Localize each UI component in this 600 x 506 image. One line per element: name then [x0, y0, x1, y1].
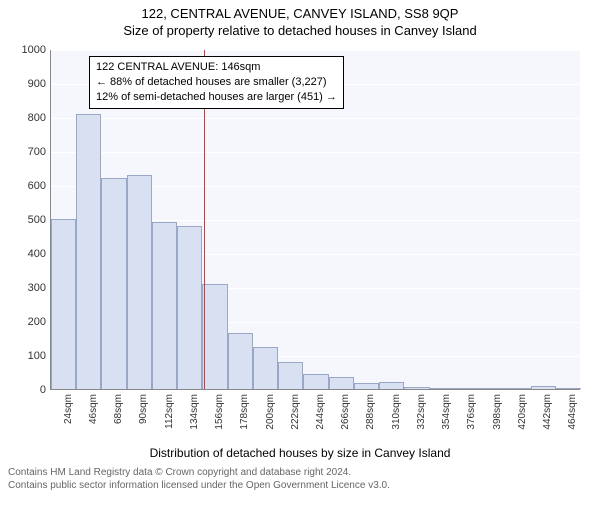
x-tick: 266sqm — [340, 394, 351, 444]
x-tick: 464sqm — [567, 394, 578, 444]
address-title: 122, CENTRAL AVENUE, CANVEY ISLAND, SS8 … — [0, 6, 600, 21]
y-tick: 200 — [0, 316, 46, 328]
y-tick: 400 — [0, 248, 46, 260]
histogram-bar — [531, 386, 556, 389]
x-tick: 24sqm — [63, 394, 74, 444]
x-tick: 354sqm — [441, 394, 452, 444]
histogram-bar — [505, 388, 530, 389]
annotation-box: 122 CENTRAL AVENUE: 146sqm← 88% of detac… — [89, 56, 344, 109]
histogram-bar — [329, 377, 354, 389]
histogram-bar — [404, 387, 429, 389]
y-tick: 800 — [0, 112, 46, 124]
y-tick: 500 — [0, 214, 46, 226]
gridline — [51, 118, 580, 119]
y-tick: 300 — [0, 282, 46, 294]
x-tick: 134sqm — [189, 394, 200, 444]
histogram-bar — [228, 333, 253, 389]
histogram-bar — [76, 114, 101, 389]
x-tick: 90sqm — [138, 394, 149, 444]
histogram-bar — [430, 388, 455, 389]
histogram-bar — [202, 284, 227, 389]
x-tick: 244sqm — [315, 394, 326, 444]
x-tick: 288sqm — [365, 394, 376, 444]
x-tick: 420sqm — [517, 394, 528, 444]
x-tick: 200sqm — [265, 394, 276, 444]
footer-line-1: Contains HM Land Registry data © Crown c… — [8, 466, 592, 479]
histogram-bar — [278, 362, 303, 389]
histogram-bar — [455, 388, 480, 389]
x-tick: 376sqm — [466, 394, 477, 444]
histogram-bar — [354, 383, 379, 389]
x-tick: 46sqm — [88, 394, 99, 444]
x-tick: 310sqm — [391, 394, 402, 444]
x-tick: 332sqm — [416, 394, 427, 444]
subtitle: Size of property relative to detached ho… — [0, 23, 600, 38]
y-tick: 1000 — [0, 44, 46, 56]
histogram-bar — [556, 388, 581, 389]
histogram-bar — [177, 226, 202, 389]
y-tick: 0 — [0, 384, 46, 396]
histogram-bar — [101, 178, 126, 389]
footer-line-2: Contains public sector information licen… — [8, 479, 592, 492]
histogram-plot: 122 CENTRAL AVENUE: 146sqm← 88% of detac… — [50, 50, 580, 390]
y-tick: 700 — [0, 146, 46, 158]
annotation-line-3: 12% of semi-detached houses are larger (… — [96, 90, 337, 105]
x-tick: 442sqm — [542, 394, 553, 444]
histogram-bar — [480, 388, 505, 389]
y-tick: 900 — [0, 78, 46, 90]
annotation-line-2: ← 88% of detached houses are smaller (3,… — [96, 75, 337, 90]
gridline — [51, 152, 580, 153]
histogram-bar — [51, 219, 76, 389]
x-tick: 156sqm — [214, 394, 225, 444]
x-tick: 222sqm — [290, 394, 301, 444]
histogram-bar — [152, 222, 177, 389]
x-tick: 398sqm — [492, 394, 503, 444]
y-tick: 600 — [0, 180, 46, 192]
x-tick: 112sqm — [164, 394, 175, 444]
histogram-bar — [379, 382, 404, 389]
x-tick: 68sqm — [113, 394, 124, 444]
histogram-bar — [303, 374, 328, 389]
x-tick: 178sqm — [239, 394, 250, 444]
y-tick: 100 — [0, 350, 46, 362]
annotation-line-1: 122 CENTRAL AVENUE: 146sqm — [96, 60, 337, 75]
histogram-bar — [127, 175, 152, 389]
gridline — [51, 50, 580, 51]
chart-container: Number of detached properties 0100200300… — [0, 42, 600, 462]
histogram-bar — [253, 347, 278, 390]
attribution-footer: Contains HM Land Registry data © Crown c… — [0, 462, 600, 492]
x-axis-label: Distribution of detached houses by size … — [0, 446, 600, 460]
